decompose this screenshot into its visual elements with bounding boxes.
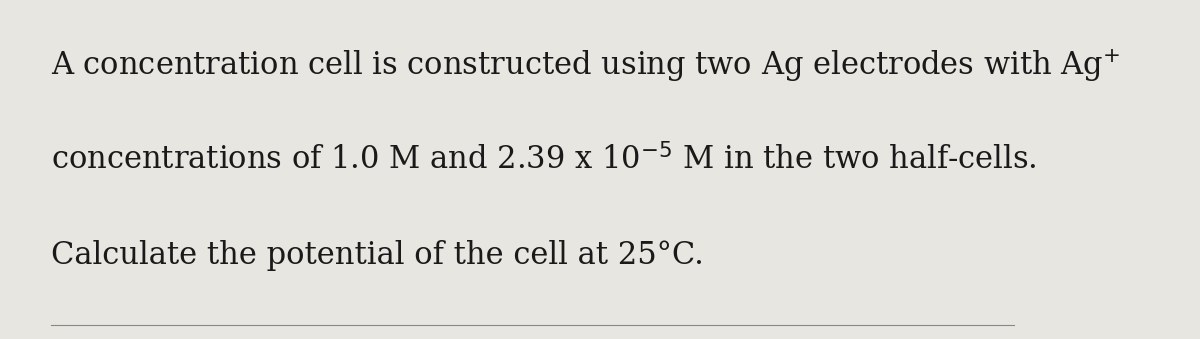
Text: Calculate the potential of the cell at 25°C.: Calculate the potential of the cell at 2… — [50, 240, 703, 272]
Text: concentrations of 1.0 M and 2.39 x 10$^{-5}$ M in the two half-cells.: concentrations of 1.0 M and 2.39 x 10$^{… — [50, 144, 1037, 177]
Text: A concentration cell is constructed using two Ag electrodes with Ag$^{+}$: A concentration cell is constructed usin… — [50, 47, 1120, 84]
